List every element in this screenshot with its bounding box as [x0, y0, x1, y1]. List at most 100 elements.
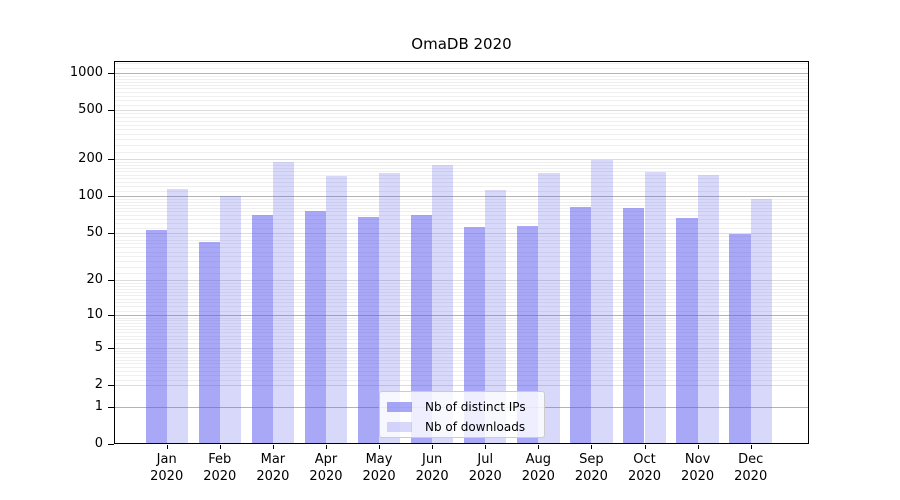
gridline-minor [114, 291, 809, 293]
gridline-minor [114, 178, 809, 180]
gridline-minor [114, 323, 809, 325]
gridline-minor [114, 124, 809, 126]
gridline-minor [114, 120, 809, 122]
gridline-minor [114, 145, 809, 147]
gridline-minor [114, 329, 809, 331]
x-tick-mark [379, 445, 381, 449]
x-tick-label: Oct 2020 [615, 451, 675, 485]
bar-distinct-ips [251, 215, 273, 444]
bar-distinct-ips [676, 218, 698, 444]
x-tick-label: Apr 2020 [296, 451, 356, 485]
y-tick-mark [108, 385, 114, 386]
gridline-minor [114, 208, 809, 209]
gridline-minor [114, 129, 809, 131]
x-tick-month: Jul [477, 452, 494, 467]
gridline-major [114, 196, 809, 198]
gridline-mid [114, 347, 809, 349]
y-tick-mark [108, 110, 114, 112]
gridline-minor [114, 204, 809, 206]
gridline-minor [114, 339, 809, 341]
y-tick-label: 200 [78, 151, 103, 167]
x-tick-mark [750, 445, 752, 449]
x-tick-mark [591, 445, 593, 449]
gridline-minor [114, 201, 809, 203]
gridline-mid [114, 232, 809, 234]
gridline-minor [114, 302, 809, 304]
bar-distinct-ips [304, 211, 326, 444]
y-tick-mark [108, 72, 114, 74]
x-tick-year: 2020 [415, 469, 449, 484]
bar-downloads [219, 195, 241, 444]
gridline-minor [114, 256, 809, 258]
gridline-minor [114, 285, 809, 287]
gridline-mid [114, 110, 809, 112]
y-tick-label: 500 [78, 102, 103, 118]
bar-distinct-ips [517, 225, 539, 444]
x-tick-year: 2020 [468, 469, 502, 484]
x-tick-month: Aug [525, 452, 552, 467]
gridline-minor [114, 215, 809, 217]
y-tick-mark [108, 159, 114, 161]
y-tick-mark [108, 315, 114, 317]
gridline-minor [114, 63, 809, 65]
gridline-minor [114, 182, 809, 184]
gridline-minor [114, 320, 809, 322]
y-tick-mark [108, 280, 114, 282]
x-tick-label: Jun 2020 [402, 451, 462, 485]
gridline-mid [114, 280, 809, 282]
gridline-minor [114, 236, 809, 238]
gridline-minor [114, 75, 809, 77]
y-tick-mark [108, 232, 114, 234]
x-tick-year: 2020 [150, 469, 184, 484]
x-tick-year: 2020 [734, 469, 768, 484]
x-tick-month: Sep [579, 452, 604, 467]
gridline-minor [114, 283, 809, 285]
x-tick-year: 2020 [256, 469, 290, 484]
x-tick-month: Jun [421, 452, 443, 467]
gridline-minor [114, 370, 809, 372]
bar-distinct-ips [145, 229, 167, 444]
y-tick-label: 20 [86, 272, 103, 288]
x-tick-label: Dec 2020 [721, 451, 781, 485]
gridline-minor [114, 161, 809, 163]
bar-downloads [325, 176, 348, 444]
gridline-minor [114, 186, 809, 188]
gridline-minor [114, 366, 809, 368]
gridline-minor [114, 359, 809, 361]
x-tick-label: Mar 2020 [243, 451, 303, 485]
gridline-minor [114, 251, 809, 253]
x-tick-label: Aug 2020 [508, 451, 568, 485]
bar-distinct-ips [570, 207, 592, 444]
gridline-minor [114, 113, 809, 115]
x-tick-year: 2020 [521, 469, 555, 484]
gridline-minor [114, 356, 809, 358]
gridline-minor [114, 96, 809, 98]
gridline-minor [114, 84, 809, 86]
x-tick-mark [166, 445, 168, 449]
x-tick-year: 2020 [203, 469, 237, 484]
bar-distinct-ips [357, 217, 380, 444]
gridline-minor [114, 353, 809, 355]
x-tick-mark [325, 445, 327, 449]
x-tick-year: 2020 [362, 469, 396, 484]
gridline-mid [114, 159, 809, 161]
gridline-minor [114, 379, 809, 381]
gridline-minor [114, 164, 809, 166]
gridline-minor [114, 332, 809, 334]
gridline-minor [114, 343, 809, 345]
gridline-minor [114, 363, 809, 365]
gridline-minor [114, 116, 809, 118]
legend-swatch [387, 422, 412, 432]
bar-downloads [379, 173, 401, 444]
x-tick-year: 2020 [627, 469, 662, 484]
gridline-minor [114, 67, 809, 69]
gridline-minor [114, 151, 809, 153]
x-tick-month: Dec [738, 452, 764, 467]
bar-downloads [697, 174, 719, 444]
legend-label: Nb of distinct IPs [425, 400, 526, 414]
y-tick-label: 1 [94, 398, 103, 414]
bar-distinct-ips [410, 215, 433, 444]
x-tick-mark [485, 445, 487, 449]
bar-downloads [485, 189, 507, 444]
gridline-major [114, 315, 809, 317]
